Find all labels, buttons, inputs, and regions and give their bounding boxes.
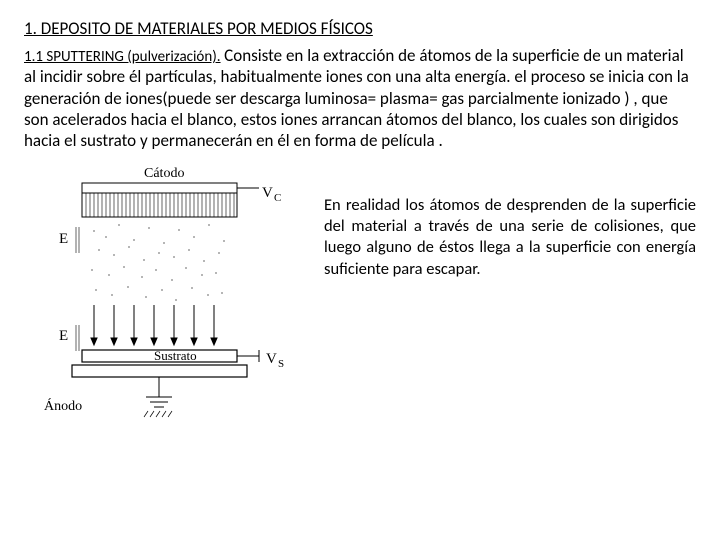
sustrato-label: Sustrato — [154, 348, 197, 363]
vc-label: V — [262, 185, 273, 201]
lower-row: Cátodo V C E — [24, 165, 696, 435]
sputtering-diagram: Cátodo V C E — [24, 165, 304, 435]
subsection-label: 1.1 SPUTTERING (pulverización). — [24, 48, 221, 66]
vs-sub: S — [278, 358, 284, 370]
anodo-label: Ánodo — [44, 397, 82, 414]
catodo-label: Cátodo — [144, 166, 184, 181]
section-title: 1. DEPOSITO DE MATERIALES POR MEDIOS FÍS… — [24, 18, 696, 39]
vs-label: V — [266, 351, 277, 367]
e-upper-label: E — [59, 231, 68, 247]
main-paragraph: 1.1 SPUTTERING (pulverización). Consiste… — [24, 45, 696, 151]
e-lower-label: E — [59, 328, 68, 344]
vc-sub: C — [274, 192, 281, 204]
side-paragraph: En realidad los átomos de desprenden de … — [324, 165, 696, 435]
